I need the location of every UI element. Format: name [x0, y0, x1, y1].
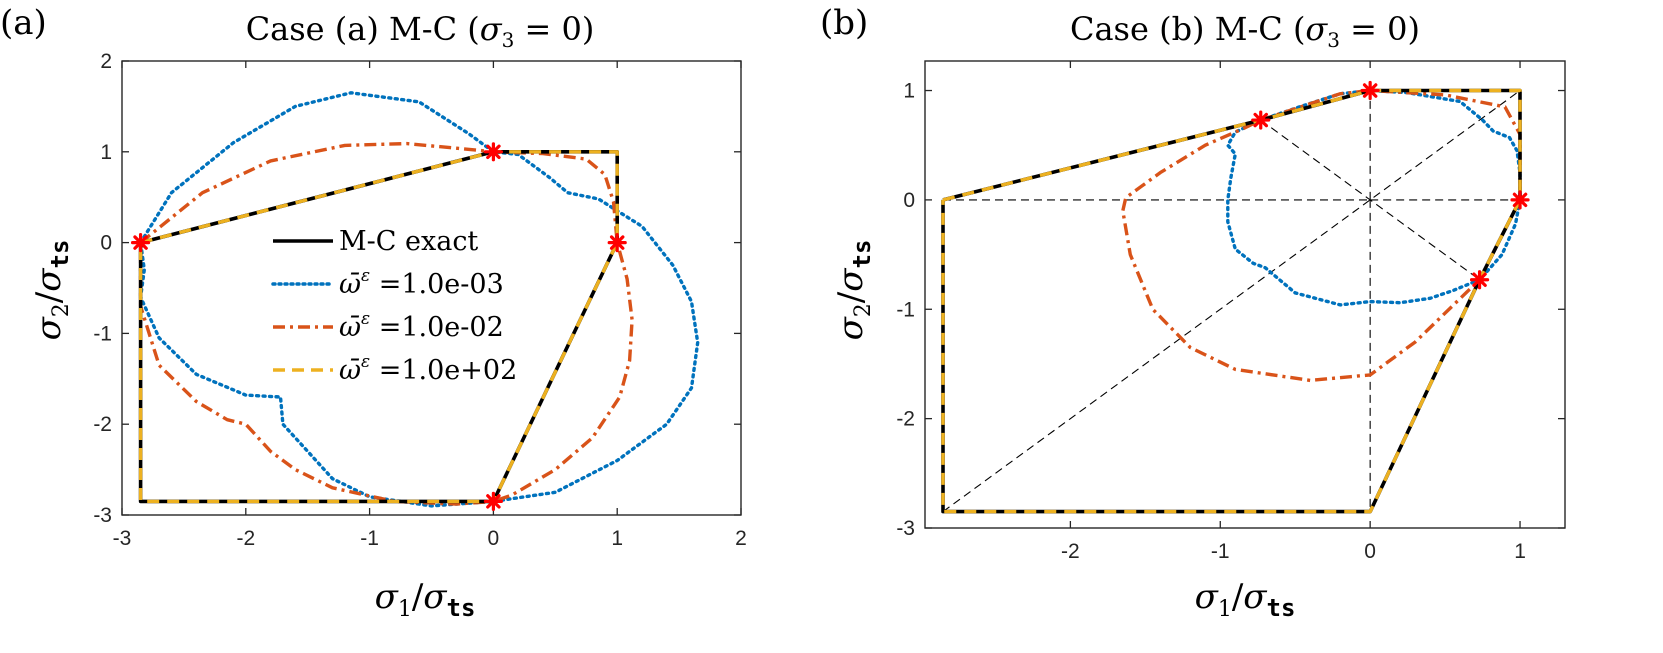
- guide-lines-b: [942, 90, 1521, 513]
- axis-ticks-b: -2 -1 0 1 -3 -2 -1 0 1: [896, 61, 1565, 563]
- marker-star-b: [1360, 80, 1380, 101]
- y-tick-label-b: -3: [896, 517, 915, 540]
- markers-group-a: [130, 142, 627, 511]
- y-axis-label-a: σ2/σts: [29, 240, 74, 341]
- y-tick-label-a: 2: [100, 50, 112, 73]
- y-tick-label-a: -2: [93, 413, 112, 436]
- x-tick-label-a: 1: [611, 527, 623, 550]
- chart-title-b: Case (b) M-C (σ3 = 0): [1070, 10, 1420, 52]
- guide-line-b: [942, 90, 1521, 513]
- marker-star-a: [483, 491, 503, 511]
- axis-ticks-a: -3 -2 -1 0 1 2 -3 -2 -1 0 1 2: [93, 50, 747, 550]
- chart-panel-b: (b) Case (b) M-C (σ3 = 0) -2 -1 0 1 -3 -2 -1 0 1…: [820, 3, 1566, 622]
- marker-star-a: [483, 142, 503, 162]
- legend-label-w1e-2: ω̄ε =1.0e-02: [339, 309, 504, 343]
- markers-group-b: [1251, 80, 1530, 290]
- x-tick-label-a: -2: [236, 527, 255, 550]
- y-tick-label-b: 0: [903, 189, 915, 212]
- x-axis-label-a: σ1/σts: [375, 577, 476, 622]
- x-tick-label-b: -2: [1061, 540, 1080, 563]
- y-tick-label-b: -1: [896, 298, 915, 321]
- x-tick-label-b: 0: [1364, 540, 1376, 563]
- x-tick-label-b: -1: [1211, 540, 1230, 563]
- marker-star-a: [607, 233, 627, 253]
- legend-entry-w1e-3: ω̄ε =1.0e-03: [271, 266, 504, 300]
- legend-a: M-C exact ω̄ε =1.0e-03 ω̄ε =1.0e-02 ω̄ε …: [271, 226, 517, 386]
- x-tick-label-b: 1: [1514, 540, 1526, 563]
- series-w1e-3-b: [1226, 88, 1522, 307]
- marker-star-b: [1510, 190, 1530, 210]
- y-tick-label-a: 1: [100, 141, 112, 164]
- y-axis-label-b: σ2/σts: [831, 240, 876, 341]
- legend-label-exact: M-C exact: [339, 226, 478, 257]
- plot-area-a: [121, 60, 742, 516]
- chart-panel-a: (a) Case (a) M-C (σ3 = 0) -3 -2 -1 0 1 2-3-2-…: [0, 3, 747, 622]
- y-tick-label-b: -2: [896, 408, 915, 431]
- x-tick-label-a: -1: [360, 527, 379, 550]
- marker-star-b: [1251, 110, 1271, 130]
- panel-label-b: (b): [820, 3, 868, 43]
- chart-title-a: Case (a) M-C (σ3 = 0): [246, 10, 595, 52]
- x-tick-label-a: -3: [113, 527, 132, 550]
- y-tick-label-a: -3: [93, 504, 112, 527]
- legend-label-w1e-3: ω̄ε =1.0e-03: [339, 266, 504, 300]
- legend-entry-w1e2: ω̄ε =1.0e+02: [273, 352, 517, 386]
- series-w1e-2-b: [1121, 88, 1522, 383]
- marker-star-a: [130, 233, 151, 253]
- plot-area-b: [924, 60, 1566, 529]
- panel-label-a: (a): [0, 3, 47, 43]
- y-tick-label-a: -1: [93, 322, 112, 345]
- legend-entry-exact: M-C exact: [273, 226, 478, 257]
- y-tick-label-a: 0: [100, 232, 112, 255]
- series-w1e-3-a: [138, 91, 700, 508]
- x-tick-label-a: 0: [488, 527, 500, 550]
- x-tick-label-a: 2: [735, 527, 747, 550]
- legend-label-w1e2: ω̄ε =1.0e+02: [339, 352, 517, 386]
- x-axis-label-b: σ1/σts: [1195, 577, 1296, 622]
- legend-entry-w1e-2: ω̄ε =1.0e-02: [273, 309, 504, 343]
- series-w1e-2-a: [138, 141, 634, 506]
- marker-star-b: [1469, 270, 1490, 290]
- y-tick-label-b: 1: [903, 80, 915, 103]
